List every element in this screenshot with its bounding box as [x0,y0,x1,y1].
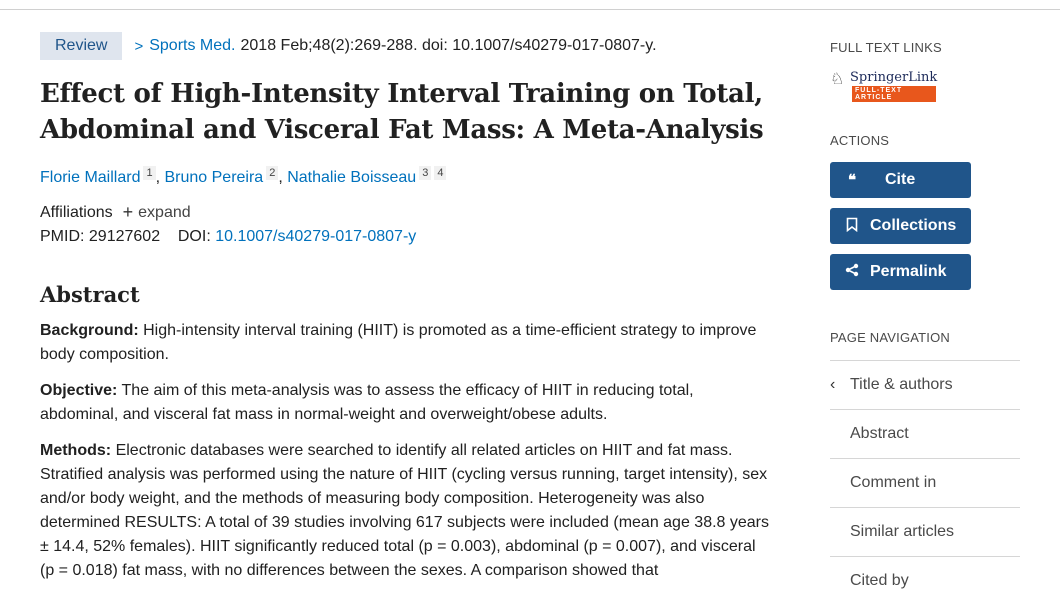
section-text: High-intensity interval training (HIIT) … [40,322,757,363]
abstract-methods: Methods: Electronic databases were searc… [40,439,770,583]
abstract-background: Background: High-intensity interval trai… [40,319,770,367]
actions-heading: ACTIONS [830,133,890,148]
article-title: Effect of High-Intensity Interval Traini… [40,79,764,145]
author-link[interactable]: Florie Maillard [40,169,141,186]
section-label: Background: [40,322,139,339]
citation-details: 2018 Feb;48(2):269-288. doi: 10.1007/s40… [240,37,657,54]
chevron-right-icon[interactable]: > [134,37,144,55]
identifiers: PMID: 29127602 DOI: 10.1007/s40279-017-0… [40,228,770,246]
section-text: The aim of this meta-analysis was to ass… [40,382,694,423]
nav-item-abstract[interactable]: Abstract [830,410,1020,459]
publication-type-badge: Review [40,32,123,60]
nav-item-cited-by[interactable]: Cited by [830,557,1020,605]
author-list: Florie Maillard 1, Bruno Pereira 2, Nathal… [40,166,770,190]
cite-button[interactable]: ❝ Cite [830,162,971,198]
author-link[interactable]: Nathalie Boisseau [287,169,417,186]
affiliation-ref[interactable]: 4 [434,166,447,180]
chevron-left-icon: ‹ [830,376,836,393]
doi-label: DOI: [177,228,211,245]
nav-item-title-authors[interactable]: ‹ Title & authors [830,361,1020,410]
full-text-links-heading: FULL TEXT LINKS [830,40,942,55]
pmid-label: PMID: [40,228,85,245]
section-text: Electronic databases were searched to id… [40,442,770,579]
section-label: Objective: [40,382,118,399]
affiliation-ref[interactable]: 1 [143,166,156,180]
doi-link[interactable]: 10.1007/s40279-017-0807-y [215,228,417,245]
quote-icon: ❝ [847,172,857,189]
nav-item-label: Cited by [850,572,909,589]
sidebar: FULL TEXT LINKS ♘ SpringerLink FULL-TEXT… [830,30,1020,605]
cite-label: Cite [885,171,916,188]
affiliations-label: Affiliations [40,203,113,221]
section-label: Methods: [40,442,112,459]
author-link[interactable]: Bruno Pereira [164,169,264,186]
nav-item-similar-articles[interactable]: Similar articles [830,508,1020,557]
pmid-value: 29127602 [88,228,161,245]
collections-label: Collections [870,217,957,234]
expand-label[interactable]: expand [138,203,191,221]
springerlink-button[interactable]: ♘ SpringerLink FULL-TEXT ARTICLE [830,69,938,102]
springer-horse-icon: ♘ [830,71,845,88]
affiliations-toggle[interactable]: Affiliations + expand [40,202,770,223]
journal-link[interactable]: Sports Med. [149,37,236,54]
permalink-label: Permalink [870,263,947,280]
springer-logo-text: SpringerLink [850,70,938,85]
abstract-heading: Abstract [40,282,140,307]
full-text-tag: FULL-TEXT ARTICLE [852,86,936,102]
permalink-button[interactable]: Permalink [830,254,971,290]
nav-item-comment-in[interactable]: Comment in [830,459,1020,508]
nav-item-label: Comment in [850,474,937,491]
abstract-objective: Objective: The aim of this meta-analysis… [40,379,770,427]
article-main: Review > Sports Med. 2018 Feb;48(2):269-… [40,30,770,595]
nav-item-label: Title & authors [850,376,953,393]
affiliation-ref[interactable]: 2 [266,166,279,180]
share-icon [843,263,861,281]
nav-item-label: Abstract [850,425,909,442]
nav-item-label: Similar articles [850,523,955,540]
page-navigation-heading: PAGE NAVIGATION [830,330,951,345]
affiliation-ref[interactable]: 3 [419,166,432,180]
top-divider [0,9,1060,10]
page-navigation: ‹ Title & authors Abstract Comment in Si… [830,360,1020,605]
collections-button[interactable]: Collections [830,208,971,244]
plus-icon: + [122,202,134,222]
citation-row: Review > Sports Med. 2018 Feb;48(2):269-… [40,30,770,62]
bookmark-icon [843,217,861,236]
